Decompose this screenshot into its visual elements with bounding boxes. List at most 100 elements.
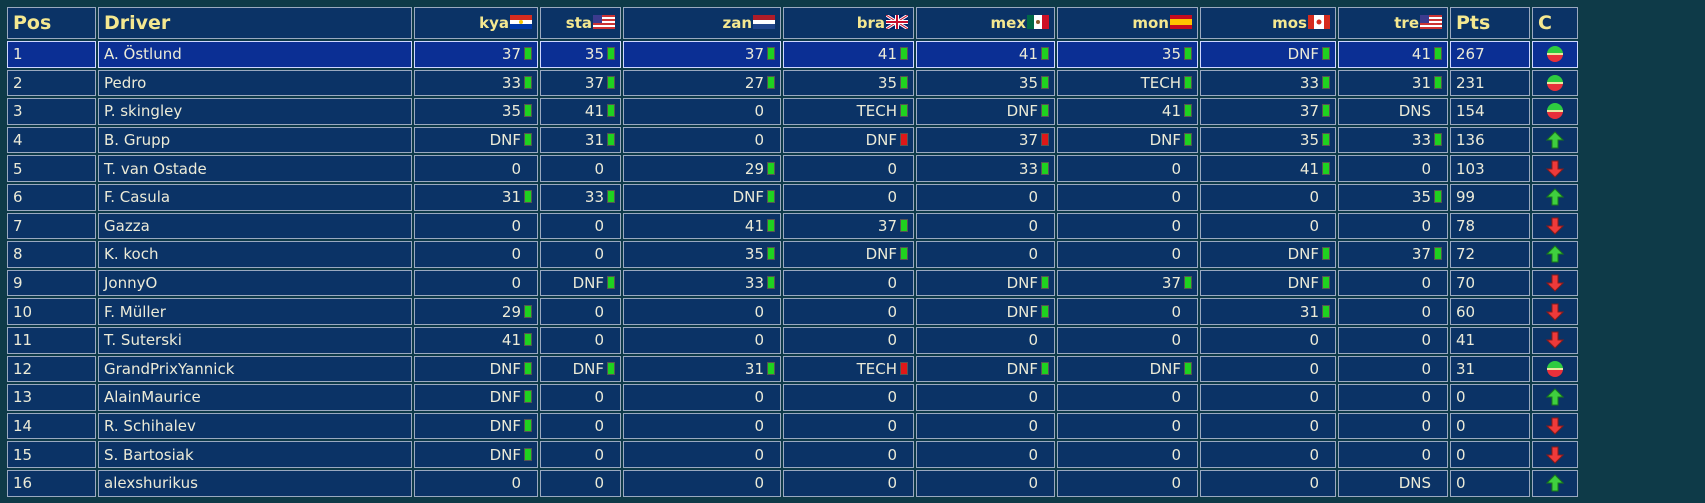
result: 37 <box>1299 102 1319 121</box>
result-cell: 0 <box>1338 298 1448 325</box>
header-race[interactable]: tre <box>1338 7 1448 39</box>
result: 41 <box>1411 45 1431 64</box>
row[interactable]: 11 T. Suterski 41 0 0 0 0 0 0 0 41 <box>7 326 1578 354</box>
status-marker <box>767 190 775 204</box>
status-marker <box>1322 247 1330 261</box>
driver-cell: T. van Ostade <box>98 155 412 182</box>
result-cell: 0 <box>1338 441 1448 468</box>
row[interactable]: 7 Gazza 0 0 41 37 0 0 0 0 78 <box>7 212 1578 240</box>
header-race[interactable]: zan <box>623 7 781 39</box>
pos: 3 <box>13 102 23 121</box>
row[interactable]: 3 P. skingley 35 41 0 TECH DNF 41 37 DNS 154 <box>7 98 1578 125</box>
result: 0 <box>1421 359 1431 378</box>
pts: 0 <box>1456 445 1466 464</box>
change-icon <box>1545 131 1565 149</box>
result-cell: 33 <box>623 269 781 297</box>
result: 37 <box>1161 274 1181 293</box>
row[interactable]: 5 T. van Ostade 0 0 29 0 33 0 41 0 103 <box>7 155 1578 182</box>
row[interactable]: 8 K. koch 0 0 35 DNF 0 0 DNF 37 72 <box>7 241 1578 268</box>
result: 0 <box>1309 388 1319 407</box>
result: 0 <box>1171 445 1181 464</box>
row[interactable]: 9 JonnyO 0 DNF 33 0 DNF 37 DNF 0 70 <box>7 269 1578 297</box>
status-marker <box>900 133 908 147</box>
result: 0 <box>754 388 764 407</box>
row[interactable]: 13 AlainMaurice DNF 0 0 0 0 0 0 0 0 <box>7 384 1578 411</box>
header-race[interactable]: bra <box>783 7 914 39</box>
result-cell: 31 <box>623 355 781 383</box>
pts-cell: 154 <box>1450 98 1530 125</box>
result-cell: DNF <box>414 412 538 440</box>
driver: T. van Ostade <box>104 159 207 178</box>
change-icon <box>1545 188 1565 206</box>
row[interactable]: 12 GrandPrixYannick DNF DNF 31 TECH DNF DNF 0 0 31 <box>7 355 1578 383</box>
change-icon <box>1547 103 1563 120</box>
status-marker <box>900 75 908 89</box>
driver-cell: F. Casula <box>98 183 412 211</box>
status-marker <box>1041 361 1049 375</box>
pos: 14 <box>13 417 33 436</box>
change-icon <box>1545 446 1565 464</box>
result: 0 <box>594 331 604 350</box>
result: 35 <box>1161 45 1181 64</box>
status-marker <box>1184 361 1192 375</box>
result: 0 <box>1309 417 1319 436</box>
result-cell: DNF <box>414 441 538 468</box>
header-pts[interactable]: Pts <box>1450 7 1530 39</box>
result: 0 <box>511 216 521 235</box>
result-cell: DNF <box>916 298 1055 325</box>
header-driver[interactable]: Driver <box>98 7 412 39</box>
change-icon <box>1545 474 1565 492</box>
row[interactable]: 15 S. Bartosiak DNF 0 0 0 0 0 0 0 0 <box>7 441 1578 468</box>
header-pos[interactable]: Pos <box>7 7 96 39</box>
icon-band <box>1547 367 1563 370</box>
result-cell: 0 <box>1338 326 1448 354</box>
row[interactable]: 1 A. Östlund 37 35 37 41 41 35 DNF 41 267 <box>7 41 1578 68</box>
header-change[interactable]: C <box>1532 7 1578 39</box>
row[interactable]: 16 alexshurikus 0 0 0 0 0 0 0 DNS 0 <box>7 469 1578 497</box>
result-cell: 33 <box>1200 69 1336 97</box>
result: 35 <box>877 73 897 92</box>
row[interactable]: 4 B. Grupp DNF 31 0 DNF 37 DNF 35 33 136 <box>7 126 1578 154</box>
status-marker <box>1041 161 1049 175</box>
change-cell <box>1532 384 1578 411</box>
change-icon <box>1545 245 1565 263</box>
pos: 13 <box>13 388 33 407</box>
driver: F. Müller <box>104 302 166 321</box>
result-cell: 0 <box>540 469 621 497</box>
result: 0 <box>1421 274 1431 293</box>
result: DNF <box>1149 131 1181 150</box>
flag <box>885 13 909 31</box>
result-cell: DNF <box>623 183 781 211</box>
result: 35 <box>501 102 521 121</box>
table-body: 1 A. Östlund 37 35 37 41 41 35 DNF 41 267 2 Pedro 33 3… <box>7 41 1578 497</box>
pos: 9 <box>13 274 23 293</box>
result-cell: 0 <box>783 269 914 297</box>
pos: 4 <box>13 131 23 150</box>
result: 31 <box>1411 73 1431 92</box>
change-icon <box>1545 160 1565 178</box>
driver: Pedro <box>104 73 147 92</box>
status-marker <box>1184 47 1192 61</box>
row[interactable]: 2 Pedro 33 37 27 35 35 TECH 33 31 231 <box>7 69 1578 97</box>
result: DNF <box>489 445 521 464</box>
row[interactable]: 10 F. Müller 29 0 0 0 DNF 0 31 0 60 <box>7 298 1578 325</box>
result-cell: 35 <box>623 241 781 268</box>
result: 0 <box>1309 216 1319 235</box>
status-marker <box>900 247 908 261</box>
header-race[interactable]: sta <box>540 7 621 39</box>
result-cell: 0 <box>1338 212 1448 240</box>
result: 0 <box>754 445 764 464</box>
result: DNF <box>865 131 897 150</box>
result-cell: DNF <box>1200 41 1336 68</box>
header-race[interactable]: mos <box>1200 7 1336 39</box>
row[interactable]: 6 F. Casula 31 33 DNF 0 0 0 0 35 99 <box>7 183 1578 211</box>
result-cell: DNF <box>414 126 538 154</box>
header-race[interactable]: kya <box>414 7 538 39</box>
driver-cell: GrandPrixYannick <box>98 355 412 383</box>
pos: 12 <box>13 359 33 378</box>
status-marker <box>1322 133 1330 147</box>
header-race[interactable]: mex <box>916 7 1055 39</box>
row[interactable]: 14 R. Schihalev DNF 0 0 0 0 0 0 0 0 <box>7 412 1578 440</box>
header-race[interactable]: mon <box>1057 7 1198 39</box>
result: 41 <box>1018 45 1038 64</box>
